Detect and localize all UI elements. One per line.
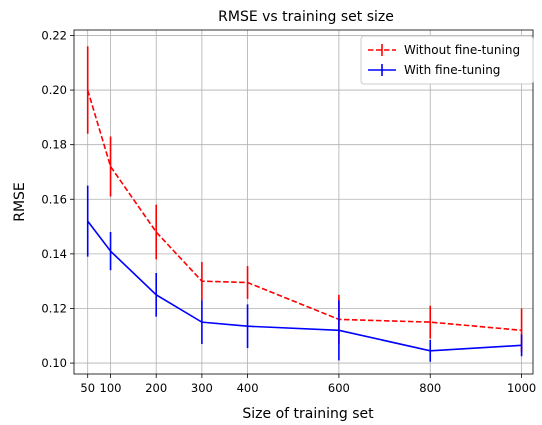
x-axis-label: Size of training set — [242, 406, 374, 422]
x-tick-label: 800 — [419, 381, 441, 395]
plot-frame — [73, 29, 534, 375]
y-tick-label: 0.22 — [41, 28, 67, 42]
y-axis-label: RMSE — [12, 182, 28, 222]
x-tick-label: 600 — [328, 381, 350, 395]
legend-item: Without fine-tuning — [368, 43, 520, 57]
y-tick-label: 0.16 — [41, 192, 67, 206]
legend-label: Without fine-tuning — [404, 43, 520, 57]
legend: Without fine-tuning With fine-tuning — [360, 35, 534, 85]
legend-label: With fine-tuning — [404, 63, 500, 77]
grid — [74, 30, 533, 374]
y-tick-label: 0.10 — [41, 356, 67, 370]
y-tick-label: 0.12 — [41, 301, 67, 315]
y-tick-label: 0.18 — [41, 138, 67, 152]
ticks: 50 100 200 300 400 600 800 1000 0.10 0.12 0.14 0.16… — [41, 28, 536, 395]
x-tick-label: 200 — [145, 381, 167, 395]
series-line — [87, 220, 522, 352]
x-tick-label: 300 — [191, 381, 213, 395]
y-tick-label: 0.14 — [41, 247, 67, 261]
x-tick-label: 100 — [100, 381, 122, 395]
series-line — [86, 89, 522, 332]
x-tick-label: 50 — [80, 381, 95, 395]
chart-title: RMSE vs training set size — [218, 9, 394, 25]
legend-box — [360, 35, 534, 85]
x-tick-label: 1000 — [507, 381, 536, 395]
series-with-fine-tuning — [86, 185, 523, 362]
x-tick-label: 400 — [237, 381, 259, 395]
y-tick-label: 0.20 — [41, 83, 67, 97]
legend-item: With fine-tuning — [368, 63, 500, 77]
series-layer — [86, 46, 523, 362]
